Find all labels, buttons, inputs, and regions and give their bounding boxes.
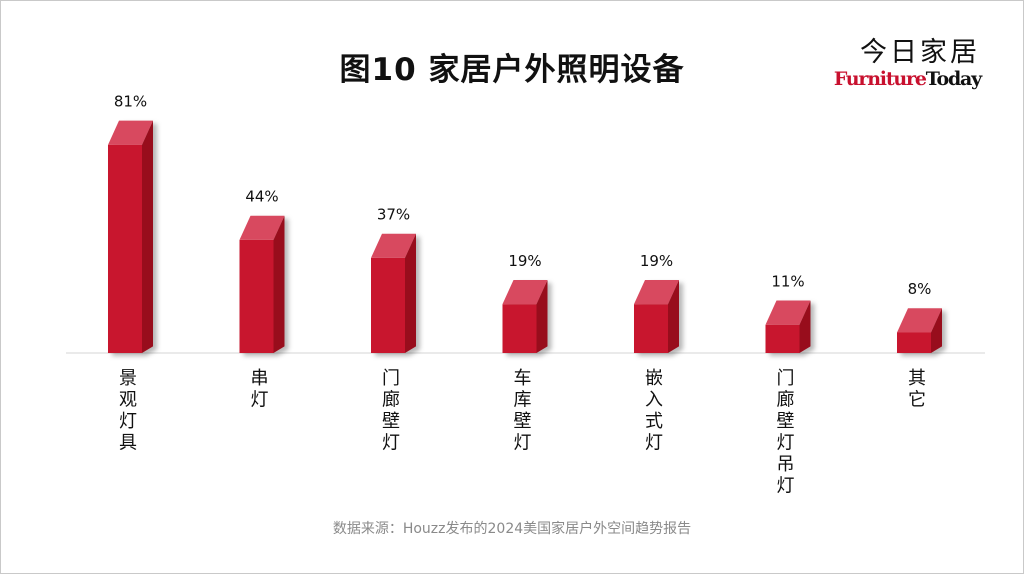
value-label-1: 81% xyxy=(114,93,147,111)
bar-front-3 xyxy=(371,257,405,353)
bar-top-3 xyxy=(371,233,416,258)
bar-side-7 xyxy=(931,308,942,353)
bar-side-4 xyxy=(536,279,548,353)
bar-2 xyxy=(239,215,285,353)
bar-top-2 xyxy=(239,215,285,240)
bar-side-3 xyxy=(405,233,416,353)
bar-side-1 xyxy=(142,120,153,353)
bar-top-7 xyxy=(897,308,942,333)
category-label-5: 嵌入式灯 xyxy=(645,368,663,454)
bar-5 xyxy=(634,279,679,353)
value-labels-group: 81% 44% 37% 19% 19% 11% 8% xyxy=(114,93,932,299)
bar-6 xyxy=(765,300,811,353)
value-label-2: 44% xyxy=(245,188,278,206)
bar-7 xyxy=(897,308,942,353)
bar-4 xyxy=(502,279,548,353)
logo-today-text: Today xyxy=(925,68,982,90)
bar-side-2 xyxy=(273,215,285,353)
category-label-3: 门廊壁灯 xyxy=(382,368,400,454)
value-label-4: 19% xyxy=(508,252,541,270)
logo-furniture-today: FurnitureToday xyxy=(833,68,982,90)
bar-top-6 xyxy=(765,300,811,325)
bar-front-2 xyxy=(239,239,274,353)
bar-front-4 xyxy=(502,304,537,353)
bar-1 xyxy=(108,120,153,353)
bar-side-6 xyxy=(799,300,811,353)
value-label-5: 19% xyxy=(640,252,673,270)
bar-3 xyxy=(371,233,416,353)
category-labels-group: 景观灯具 串灯 门廊壁灯 车库壁灯 嵌入式灯 门廊壁灯吊灯 其它 xyxy=(119,368,926,497)
value-label-6: 11% xyxy=(771,273,804,291)
bar-front-1 xyxy=(108,144,142,353)
value-label-3: 37% xyxy=(377,206,410,224)
bar-top-4 xyxy=(502,279,548,305)
category-label-4: 车库壁灯 xyxy=(514,368,532,454)
data-source-note: 数据来源：Houzz发布的2024美国家居户外空间趋势报告 xyxy=(332,521,692,537)
bar-side-5 xyxy=(668,279,679,353)
category-label-2: 串灯 xyxy=(251,368,269,411)
bar-top-1 xyxy=(108,120,153,145)
bar-front-6 xyxy=(765,324,800,353)
category-label-7: 其它 xyxy=(908,368,926,411)
bar-top-5 xyxy=(634,279,679,305)
bar-front-7 xyxy=(897,332,931,353)
bar-front-5 xyxy=(634,304,668,353)
logo-chinese: 今日家居 xyxy=(860,37,980,68)
category-label-1: 景观灯具 xyxy=(119,368,137,454)
bars-group xyxy=(108,120,942,353)
chart-title: 图10 家居户外照明设备 xyxy=(339,52,685,88)
category-label-6: 门廊壁灯吊灯 xyxy=(777,368,795,497)
value-label-7: 8% xyxy=(908,280,932,298)
logo-furniture-text: Furniture xyxy=(833,68,927,90)
